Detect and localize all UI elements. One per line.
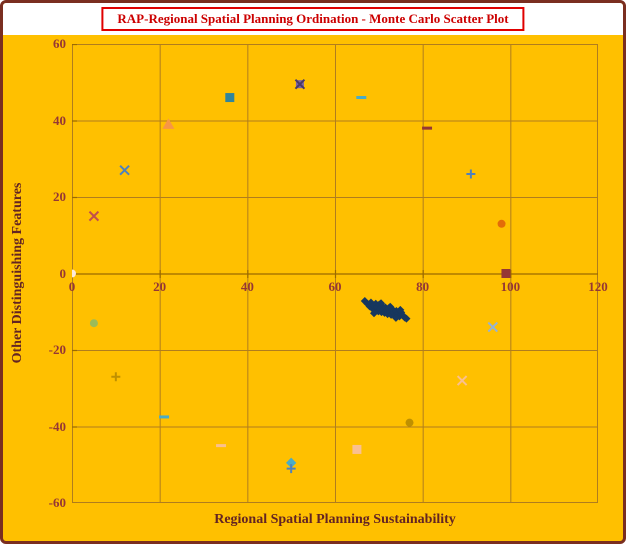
scatter-point bbox=[352, 444, 362, 454]
scatter-point bbox=[391, 313, 400, 322]
scatter-point bbox=[405, 418, 414, 427]
plot-area bbox=[72, 44, 598, 503]
x-tick-label: 20 bbox=[153, 278, 167, 294]
y-tick-label: 20 bbox=[53, 189, 66, 204]
chart-title-box: RAP-Regional Spatial Planning Ordination… bbox=[101, 7, 525, 31]
scatter-point bbox=[501, 269, 511, 278]
x-axis-title: Regional Spatial Planning Sustainability bbox=[214, 512, 456, 527]
scatter-point bbox=[285, 457, 297, 469]
x-tick-label: 60 bbox=[328, 278, 342, 294]
scatter-point bbox=[497, 219, 506, 228]
scatter-point bbox=[402, 314, 411, 323]
scatter-point bbox=[111, 372, 121, 382]
y-tick-label: 60 bbox=[53, 36, 66, 51]
y-tick-label: 0 bbox=[59, 265, 67, 281]
x-tick-label: 0 bbox=[68, 278, 76, 294]
scatter-point bbox=[369, 309, 379, 318]
y-tick-label: -40 bbox=[48, 418, 66, 434]
chart-title: RAP-Regional Spatial Planning Ordination… bbox=[117, 11, 509, 26]
y-tick-label: 40 bbox=[53, 112, 66, 128]
scatter-point bbox=[286, 464, 296, 474]
scatter-point bbox=[294, 78, 306, 90]
scatter-point bbox=[225, 93, 235, 103]
x-tick-label: 100 bbox=[500, 278, 521, 294]
scatter-point bbox=[88, 210, 100, 222]
scatter-point bbox=[396, 305, 405, 314]
x-tick-label: 120 bbox=[588, 278, 608, 294]
scatter-point bbox=[377, 299, 386, 308]
scatter-point bbox=[466, 169, 476, 179]
scatter-point bbox=[456, 375, 468, 386]
x-tick-label: 40 bbox=[240, 278, 254, 294]
y-axis-title: Other Distinguishing Features bbox=[10, 182, 25, 364]
y-tick-label: -20 bbox=[48, 342, 66, 357]
x-tick-label: 80 bbox=[416, 278, 430, 294]
scatter-point bbox=[487, 321, 499, 333]
scatter-point bbox=[385, 307, 394, 316]
scatter-point bbox=[119, 165, 130, 176]
scatter-point bbox=[89, 319, 98, 328]
y-tick-label: -60 bbox=[48, 495, 66, 510]
scatter-point bbox=[72, 269, 76, 278]
scatter-point bbox=[162, 118, 175, 129]
scatter-point bbox=[386, 302, 395, 311]
